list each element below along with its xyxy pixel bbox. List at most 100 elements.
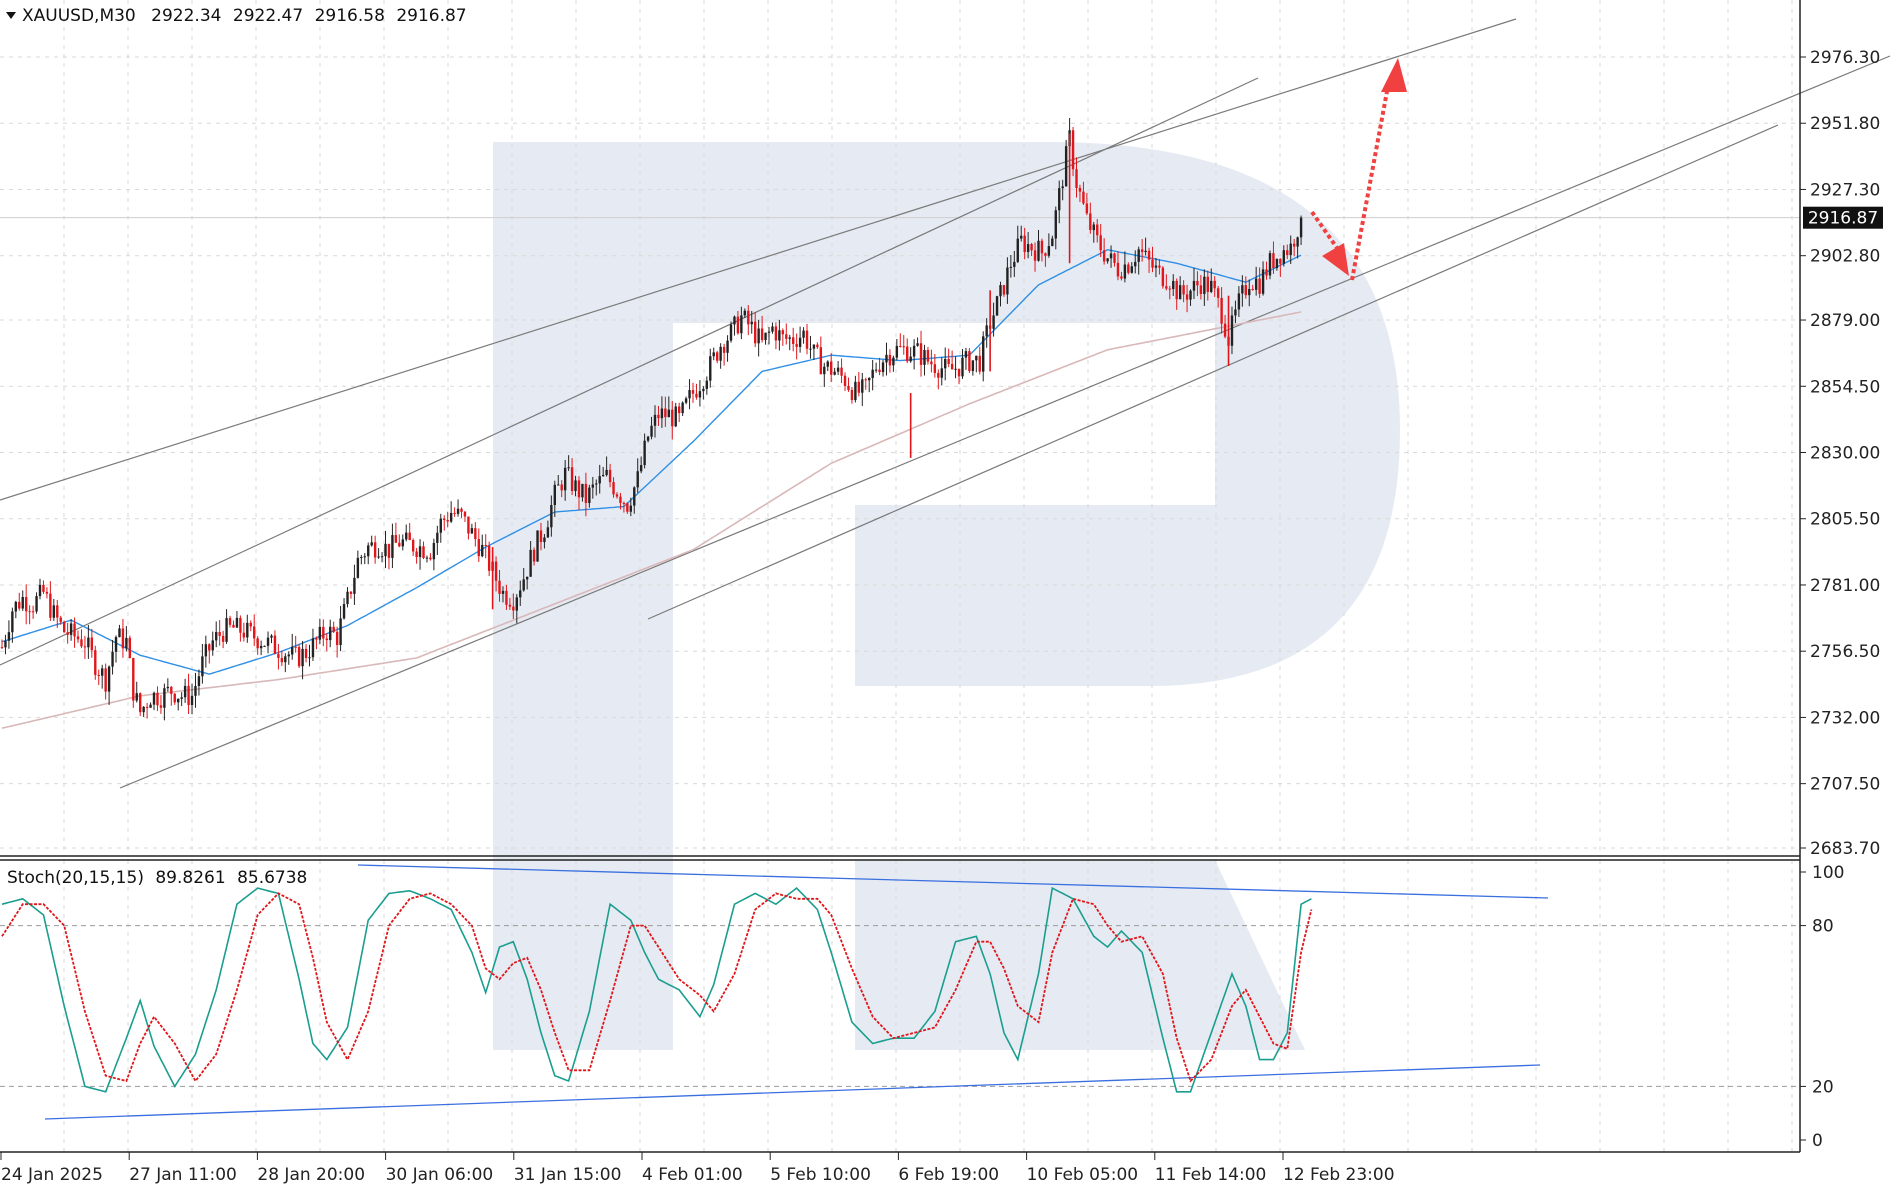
candle [256, 636, 259, 655]
candle [187, 673, 190, 714]
candle-body [574, 480, 577, 492]
candle [405, 524, 408, 542]
candle-body [1044, 253, 1047, 256]
candle [715, 350, 719, 364]
candle-body [1058, 188, 1061, 211]
candle [753, 311, 757, 348]
candle-body [785, 334, 788, 339]
candle [69, 619, 73, 641]
candle [639, 456, 643, 474]
candle-body [1206, 276, 1209, 292]
candle-body [1023, 235, 1026, 253]
candle-body [615, 494, 619, 497]
candle [408, 523, 411, 541]
dropdown-triangle-icon[interactable] [6, 12, 16, 19]
price-tick-label: 2830.00 [1810, 444, 1880, 464]
candle-body [961, 357, 964, 377]
arrow-down-head [1322, 243, 1349, 276]
candle-body [605, 469, 608, 475]
candle [816, 342, 819, 349]
candle [436, 525, 439, 555]
candle [90, 628, 94, 658]
candle [62, 620, 66, 633]
candle-body [608, 469, 612, 483]
candle-body [439, 518, 442, 533]
candle [539, 522, 543, 551]
candle [764, 332, 767, 345]
candle [830, 353, 833, 383]
candle [574, 475, 577, 497]
stochastic-levels [0, 925, 1800, 1087]
candle [629, 497, 633, 517]
candle [373, 535, 377, 564]
candle [1189, 289, 1192, 306]
candle-body [387, 543, 391, 558]
candle [1047, 233, 1051, 258]
candle-body [919, 343, 923, 365]
candle-body [7, 632, 11, 641]
candle-body [677, 406, 681, 414]
candle [709, 348, 712, 388]
candle [211, 631, 214, 656]
price-tick-label: 2732.00 [1810, 708, 1880, 728]
candle-body [270, 635, 273, 638]
candle-body [142, 706, 145, 713]
stochastic-main-line [1, 886, 1312, 1093]
candle [598, 464, 601, 494]
candle [18, 592, 21, 611]
candle [1165, 274, 1168, 291]
candle-body [584, 483, 588, 503]
candle [1040, 238, 1044, 262]
candle [197, 669, 201, 696]
candle-body [1175, 280, 1178, 300]
candle-body [570, 467, 574, 492]
candle [318, 618, 322, 645]
candle-body [363, 556, 366, 558]
ma-slow-path [1, 311, 1302, 729]
candle-body [633, 487, 636, 506]
candle-body [636, 471, 639, 488]
candle [840, 358, 843, 384]
candle-body [619, 496, 622, 503]
candle [726, 335, 729, 362]
candle-body [950, 363, 954, 370]
candle [570, 458, 574, 496]
candle [1237, 286, 1241, 317]
candle [1013, 250, 1016, 277]
candle-body [1064, 146, 1068, 187]
candle-body [1213, 280, 1216, 289]
candle-body [850, 389, 854, 401]
stoch-tick-label: 20 [1812, 1077, 1834, 1097]
candle-body [557, 484, 560, 486]
candle-body [650, 425, 653, 437]
candle-body [543, 537, 546, 543]
candle [933, 354, 937, 378]
candle-body [1296, 237, 1299, 247]
candle-body [76, 636, 80, 640]
chart-header: XAUUSD,M30 2922.34 2922.47 2916.58 2916.… [6, 6, 467, 26]
candle-body [753, 321, 757, 344]
candle [1044, 252, 1047, 267]
candle [895, 338, 899, 361]
candle-body [954, 368, 957, 370]
candle-body [629, 505, 633, 512]
stochastic-header: Stoch(20,15,15) 89.8261 85.6738 [7, 868, 307, 888]
candle-body [284, 656, 287, 663]
candle [249, 620, 252, 632]
price-panel[interactable] [0, 18, 1891, 789]
candle-body [118, 628, 121, 638]
candle-body [1223, 323, 1227, 337]
candle-body [221, 635, 225, 642]
candle [747, 305, 750, 336]
candle [1054, 206, 1057, 250]
candle-body [937, 372, 940, 378]
candle [235, 610, 239, 629]
candle [902, 335, 905, 355]
candle-body [318, 626, 322, 640]
candle-body [733, 316, 736, 325]
stochastic-panel[interactable] [0, 864, 1800, 1120]
candle [636, 458, 639, 493]
candle [947, 348, 950, 368]
candle [944, 347, 947, 381]
candle-body [1210, 280, 1213, 292]
